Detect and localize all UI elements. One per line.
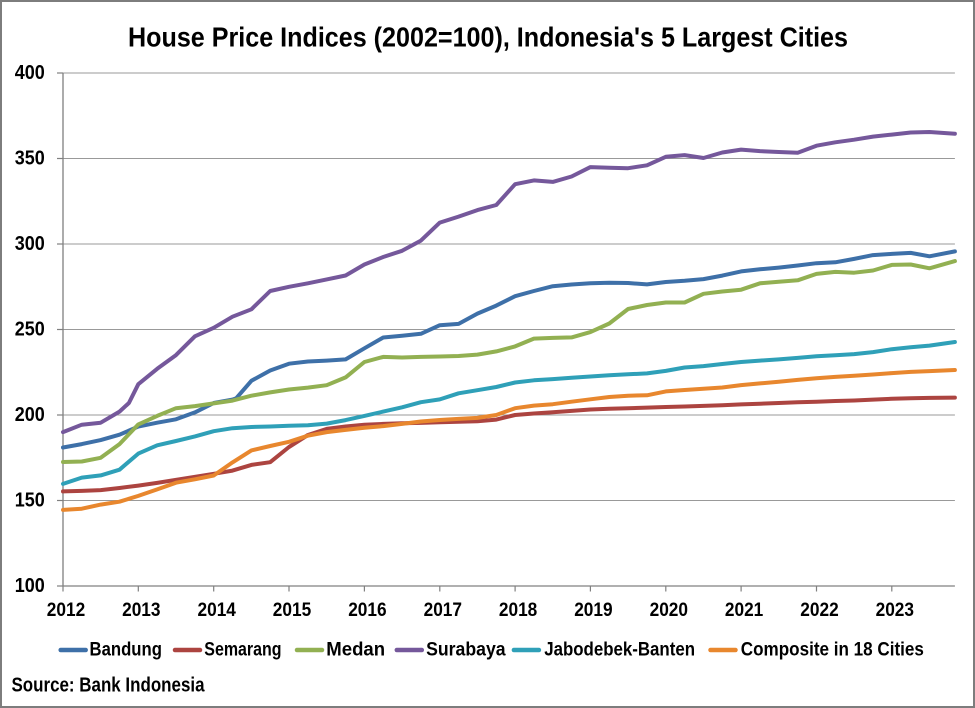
svg-text:2019: 2019 bbox=[574, 599, 612, 621]
svg-text:200: 200 bbox=[15, 404, 45, 426]
svg-text:2020: 2020 bbox=[650, 599, 688, 621]
svg-text:House Price Indices (2002=100): House Price Indices (2002=100), Indonesi… bbox=[128, 22, 848, 53]
svg-text:2021: 2021 bbox=[725, 599, 763, 621]
svg-text:300: 300 bbox=[15, 233, 45, 255]
svg-text:2012: 2012 bbox=[47, 599, 85, 621]
svg-text:2018: 2018 bbox=[499, 599, 537, 621]
svg-text:100: 100 bbox=[15, 575, 45, 597]
svg-text:2016: 2016 bbox=[348, 599, 386, 621]
svg-text:Jabodebek-Banten: Jabodebek-Banten bbox=[544, 639, 695, 661]
svg-text:2017: 2017 bbox=[424, 599, 462, 621]
svg-text:Composite in 18 Cities: Composite in 18 Cities bbox=[741, 639, 924, 661]
svg-text:Surabaya: Surabaya bbox=[426, 639, 506, 661]
svg-text:400: 400 bbox=[15, 62, 45, 84]
svg-text:Source: Bank Indonesia: Source: Bank Indonesia bbox=[12, 674, 205, 697]
svg-text:Medan: Medan bbox=[326, 639, 385, 661]
svg-text:150: 150 bbox=[15, 489, 45, 511]
svg-text:2022: 2022 bbox=[800, 599, 838, 621]
svg-text:2023: 2023 bbox=[876, 599, 914, 621]
svg-text:2015: 2015 bbox=[273, 599, 311, 621]
svg-text:Semarang: Semarang bbox=[204, 639, 281, 661]
svg-text:2014: 2014 bbox=[198, 599, 236, 621]
svg-text:350: 350 bbox=[15, 147, 45, 169]
svg-text:250: 250 bbox=[15, 318, 45, 340]
svg-text:2013: 2013 bbox=[122, 599, 160, 621]
svg-text:Bandung: Bandung bbox=[90, 639, 162, 661]
